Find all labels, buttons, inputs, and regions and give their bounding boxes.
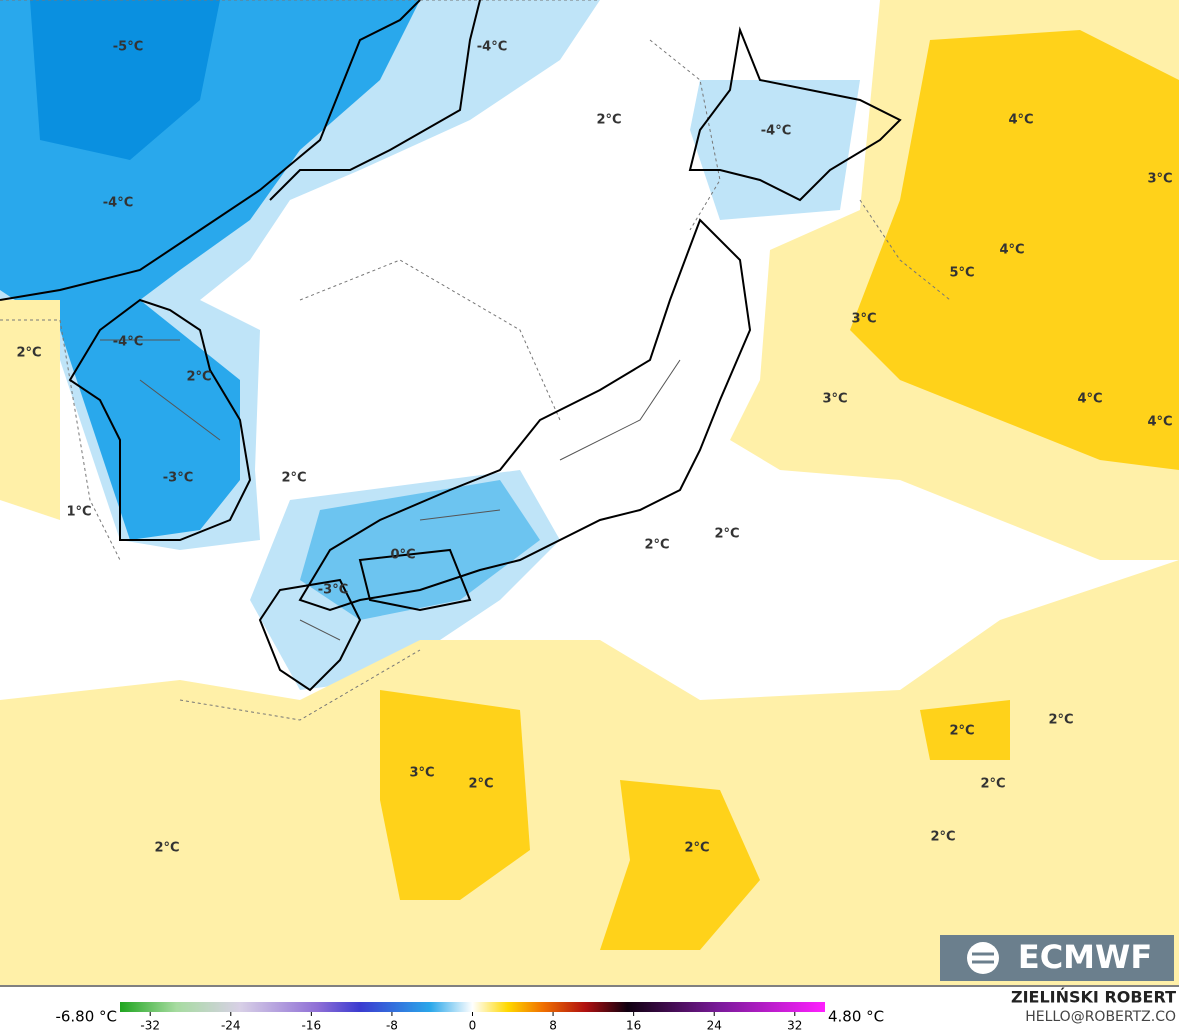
contour-label: 1°C [66, 505, 91, 520]
coastlines [0, 0, 902, 692]
contour-label: 0°C [390, 548, 415, 563]
colorbar-tick-label: 0 [469, 1019, 477, 1033]
colorbar-tick-label: -24 [221, 1019, 241, 1033]
contour-label: 4°C [999, 243, 1024, 258]
colorbar-tick-label: -32 [140, 1019, 160, 1033]
contour-label: 2°C [186, 370, 211, 385]
email: HELLO@ROBERTZ.CO [1025, 1009, 1176, 1025]
contour-label: -4°C [103, 196, 133, 211]
contour-label: 2°C [596, 113, 621, 128]
colorbar-gradient [120, 1002, 825, 1012]
contour-label: 2°C [684, 841, 709, 856]
contour-label: 2°C [714, 527, 739, 542]
contour-label: 2°C [930, 830, 955, 845]
contour-label: 3°C [409, 766, 434, 781]
contour-label: 4°C [1077, 392, 1102, 407]
contour-label: 2°C [16, 346, 41, 361]
min-label: -6.80 °C [55, 1008, 117, 1026]
contour-label: -3°C [318, 583, 348, 598]
field [0, 0, 1179, 985]
contour-label: 4°C [1008, 113, 1033, 128]
contour-label: 3°C [822, 392, 847, 407]
contour-label: 2°C [949, 724, 974, 739]
contour-label: 2°C [281, 471, 306, 486]
contour-labels: -5°C -4°C 2°C -4°C 4°C 3°C -4°C 4°C 5°C 3°C 2°C -4°… [16, 40, 1172, 856]
colorbar-tick-label: 8 [549, 1019, 557, 1033]
contour-label: 4°C [1147, 415, 1172, 430]
colorbar-tick-label: -8 [386, 1019, 398, 1033]
author: ZIELIŃSKI ROBERT [1011, 988, 1176, 1007]
logo: ECMWF [940, 935, 1174, 981]
colorbar-tick-label: -16 [302, 1019, 322, 1033]
contour-label: 2°C [468, 777, 493, 792]
contour-label: 2°C [980, 777, 1005, 792]
contour-label: 3°C [851, 312, 876, 327]
contour-label: 5°C [949, 266, 974, 281]
colorbar-tick-label: 32 [787, 1019, 802, 1033]
contour-label: -4°C [477, 40, 507, 55]
contour-label: -3°C [163, 471, 193, 486]
max-label: 4.80 °C [828, 1008, 884, 1026]
contour-label: 2°C [644, 538, 669, 553]
contour-label: -4°C [113, 335, 143, 350]
colorbar-tick-label: 16 [626, 1019, 641, 1033]
contour-label: -5°C [113, 40, 143, 55]
colorbar-tick-label: 24 [707, 1019, 722, 1033]
contour-label: -4°C [761, 124, 791, 139]
logo-text: ECMWF [1018, 938, 1152, 976]
contour-label: 3°C [1147, 172, 1172, 187]
contour-label: 2°C [1048, 713, 1073, 728]
colorbar: -6.80 °C 4.80 °C -32 -24 -16 -8 0 8 16 24 32 [55, 1002, 884, 1033]
contour-label: 2°C [154, 841, 179, 856]
